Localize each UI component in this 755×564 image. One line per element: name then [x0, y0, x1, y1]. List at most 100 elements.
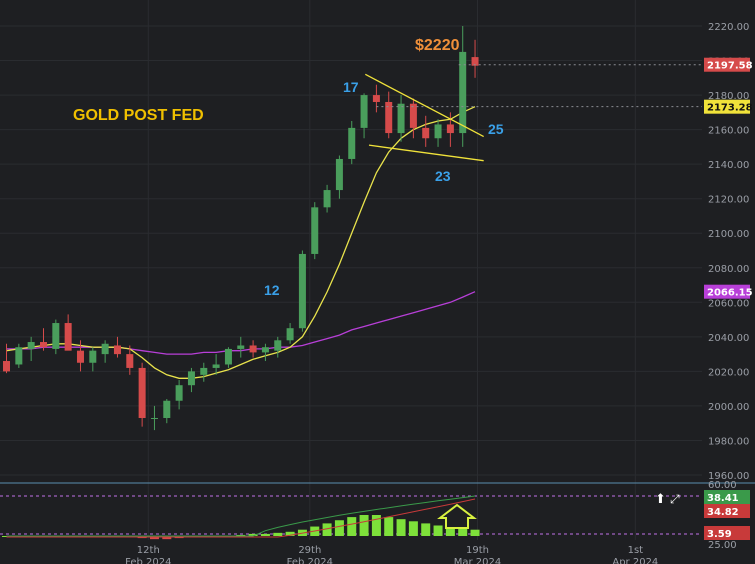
price-tick-label: 2020.00 [708, 367, 749, 378]
wedge-upper-line [365, 73, 484, 138]
grid [0, 0, 755, 540]
candle-body [212, 364, 220, 368]
price-tick-label: 1980.00 [708, 436, 749, 447]
indicator-bar [445, 527, 455, 536]
expand-icon[interactable]: ⤢ [669, 492, 680, 506]
indicator-bar [149, 536, 159, 540]
ma-fast-badge-bg [704, 99, 750, 114]
indicator-bar [248, 533, 258, 536]
indicator-bar [458, 527, 468, 536]
price-tick-label: 2060.00 [708, 298, 749, 309]
indicator-bar [359, 515, 369, 536]
chart-title: GOLD POST FED [73, 107, 204, 124]
ma-fast-badge: 2173.28 [707, 103, 753, 114]
indicator-line2-badge: 34.82 [707, 507, 739, 518]
annotation-label: 17 [343, 79, 359, 95]
indicator-line1-badge-bg [704, 490, 750, 504]
indicator-bar [347, 517, 357, 536]
candle-body [286, 328, 294, 341]
price-axis: 1960.00 1980.00 2000.00 2020.00 2040.00 2060.… [704, 22, 753, 551]
candle-body [237, 345, 245, 349]
indicator-bar [384, 517, 394, 536]
price-tick-label: 2140.00 [708, 160, 749, 171]
candle-body [3, 361, 10, 372]
candle-body [39, 342, 47, 348]
candle-body [150, 418, 158, 420]
wedge-pattern [365, 64, 702, 162]
indicator-bar [322, 523, 332, 536]
indicator-line2-badge-bg [704, 504, 750, 518]
candle-body [434, 124, 442, 139]
ma-fast-layer [6, 106, 476, 379]
candle-body [187, 371, 195, 386]
indicator-bar [162, 536, 172, 540]
indicator-bar [371, 515, 381, 536]
candle-body [348, 127, 356, 159]
candle-body [298, 253, 306, 329]
indicator-bar [408, 521, 418, 536]
indicator-bar [285, 531, 295, 536]
time-tick-month: Apr 2024 [612, 557, 658, 564]
candle-body [224, 348, 232, 365]
indicator-bar [273, 532, 283, 536]
price-tick-label: 2000.00 [708, 402, 749, 413]
arrow-up-icon[interactable]: ⬆ [655, 491, 666, 506]
candle-body [52, 323, 60, 349]
indicator-bar [334, 520, 344, 536]
annotation-label: $2220 [415, 37, 460, 54]
candle-body [101, 343, 109, 355]
candle-body [471, 57, 479, 66]
indicator-bar [421, 523, 431, 536]
candle-body [311, 207, 319, 254]
candle-body [335, 158, 343, 191]
indicator-bar [470, 529, 480, 536]
candle-body [126, 354, 134, 368]
wedge-lower-line [368, 144, 484, 162]
indicator-bar [433, 525, 443, 536]
indicator-hist-badge-bg [704, 526, 750, 540]
candle-body [175, 385, 183, 401]
indicator-hist-badge: 3.59 [707, 529, 732, 540]
candle-body [64, 323, 72, 351]
indicator-top-tick: 60.00 [708, 480, 737, 491]
annotation-label: 12 [264, 282, 280, 298]
price-tick-label: 2100.00 [708, 229, 749, 240]
time-tick-day: 19th [466, 545, 489, 556]
indicator-line-green [6, 495, 476, 537]
indicator-bar [260, 533, 270, 536]
candle-body [261, 347, 269, 353]
candle-body [89, 350, 97, 363]
last-price-badge: 2197.58 [707, 61, 753, 72]
candle-body [459, 51, 467, 134]
price-tick-label: 2080.00 [708, 264, 749, 275]
candle-body [249, 345, 257, 353]
time-tick-month: Feb 2024 [125, 557, 171, 564]
candle-body [274, 340, 282, 351]
indicator-pane [0, 495, 702, 540]
price-tick-label: 1960.00 [708, 471, 749, 482]
time-tick-month: Feb 2024 [287, 557, 333, 564]
indicator-line-red [6, 498, 476, 538]
candle-body [422, 127, 430, 139]
ma-slow-badge: 2066.15 [707, 288, 753, 299]
ma-fast-line [6, 106, 476, 379]
candles [3, 26, 479, 431]
price-tick-label: 2220.00 [708, 22, 749, 33]
time-tick-day: 1st [628, 545, 644, 556]
price-tick-label: 2160.00 [708, 126, 749, 137]
price-tick-label: 2120.00 [708, 195, 749, 206]
candle-body [372, 95, 380, 102]
price-tick-label: 2040.00 [708, 333, 749, 344]
candle-body [163, 400, 171, 419]
indicator-line1-badge: 38.41 [707, 493, 739, 504]
annotation-label: 25 [488, 121, 504, 137]
last-price-badge-bg [704, 57, 750, 72]
candle-body [323, 190, 331, 208]
price-tick-label: 2180.00 [708, 91, 749, 102]
candle-body [200, 367, 208, 375]
tool-icons[interactable]: ⬆ ⤢ [655, 491, 680, 506]
candle-body [15, 347, 23, 365]
